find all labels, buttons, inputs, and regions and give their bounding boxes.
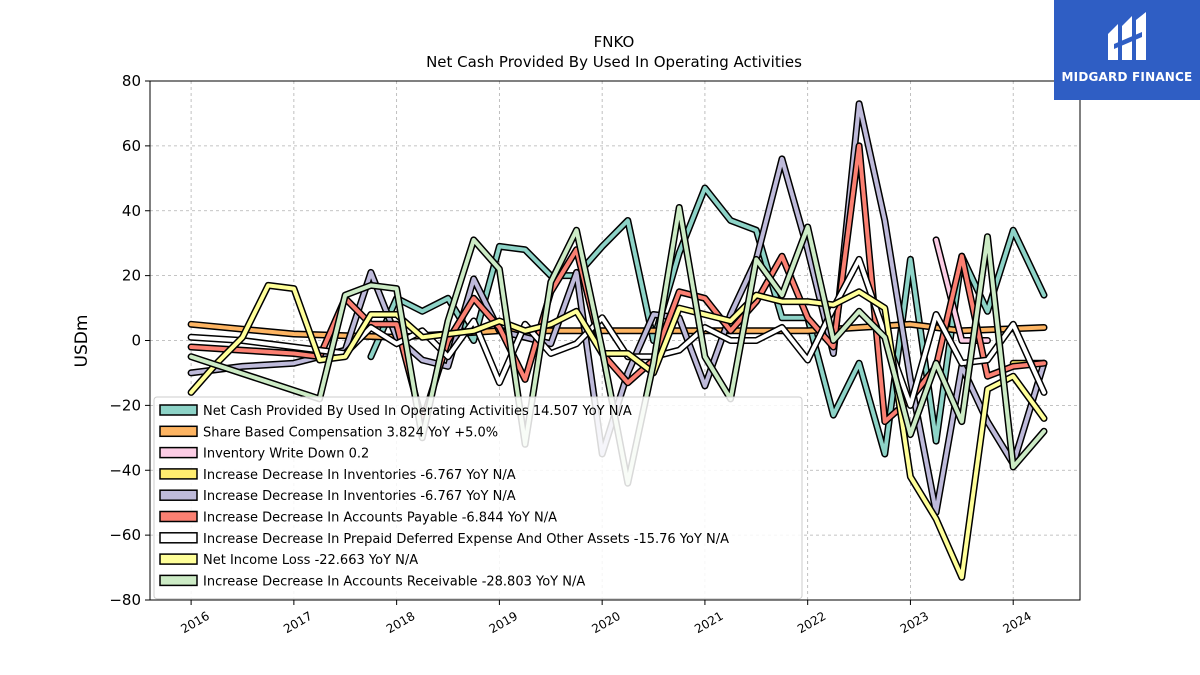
y-tick-label: 0: [131, 332, 141, 350]
x-tick-label: 2021: [692, 609, 725, 636]
brand-logo: MIDGARD FINANCE: [1054, 0, 1200, 100]
legend-swatch: [159, 510, 198, 523]
legend-swatch: [159, 446, 198, 459]
midgard-logo-icon: [1108, 12, 1146, 60]
legend-swatch: [159, 425, 198, 438]
y-tick-label: −40: [109, 461, 141, 479]
x-tick-label: 2018: [384, 609, 417, 636]
legend: Net Cash Provided By Used In Operating A…: [153, 396, 803, 600]
y-tick-label: 20: [122, 267, 141, 285]
legend-entry: Increase Decrease In Inventories -6.767 …: [203, 489, 516, 504]
y-tick-label: −20: [109, 396, 141, 414]
y-axis-label: USDm: [72, 315, 92, 368]
chart-title: FNKO: [594, 33, 635, 51]
x-tick-label: 2016: [178, 609, 211, 636]
x-tick-label: 2023: [898, 609, 931, 636]
legend-entry: Share Based Compensation 3.824 YoY +5.0%: [203, 425, 498, 440]
legend-swatch: [159, 468, 198, 480]
legend-entry: Increase Decrease In Accounts Payable -6…: [203, 511, 557, 526]
y-tick-label: −80: [109, 591, 141, 609]
x-tick-label: 2020: [589, 609, 622, 636]
legend-entry: Increase Decrease In Accounts Receivable…: [203, 574, 585, 589]
x-tick-label: 2024: [1000, 609, 1033, 636]
legend-swatch: [159, 532, 198, 544]
x-tick-label: 2022: [795, 609, 828, 636]
y-tick-label: 60: [122, 137, 141, 155]
legend-entry: Increase Decrease In Inventories -6.767 …: [203, 468, 516, 483]
legend-box: [153, 396, 803, 600]
y-tick-label: 40: [122, 202, 141, 220]
legend-entry: Increase Decrease In Prepaid Deferred Ex…: [203, 532, 729, 547]
y-tick-label: 80: [122, 72, 141, 90]
legend-swatch: [159, 574, 198, 587]
legend-swatch: [159, 404, 198, 416]
y-tick-label: −60: [109, 526, 141, 544]
chart-subtitle: Net Cash Provided By Used In Operating A…: [426, 53, 802, 71]
legend-swatch: [159, 489, 198, 501]
legend-swatch: [159, 553, 198, 565]
x-tick-label: 2017: [281, 609, 314, 636]
legend-entry: Net Income Loss -22.663 YoY N/A: [203, 553, 418, 568]
x-tick-label: 2019: [487, 609, 520, 636]
series-lines: [187, 100, 1048, 581]
brand-logo-text: MIDGARD FINANCE: [1061, 70, 1193, 84]
legend-entry: Net Cash Provided By Used In Operating A…: [203, 404, 632, 419]
legend-entry: Inventory Write Down 0.2: [203, 447, 369, 462]
